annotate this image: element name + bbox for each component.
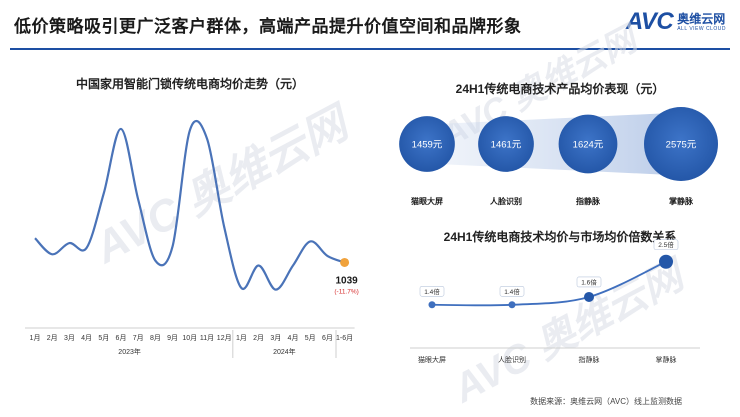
x-tick-label: 1-6月 (336, 334, 353, 342)
x-tick-label: 5月 (305, 334, 316, 342)
x-tick-label: 1月 (30, 334, 41, 342)
multiple-point (659, 254, 673, 269)
x-tick-label: 8月 (150, 334, 161, 342)
multiple-chart-title: 24H1传统电商技术均价与市场均价倍数关系 (443, 230, 677, 244)
price-bubble (644, 107, 718, 181)
price-trend-line (34, 119, 345, 291)
multiple-point (584, 291, 594, 302)
multiple-point (508, 301, 516, 309)
x-tick-label: 3月 (64, 334, 75, 342)
x-tick-label: 6月 (322, 334, 333, 342)
x-tick-label: 6月 (116, 334, 127, 342)
x-tick-label: 12月 (217, 334, 232, 342)
multiple-category-label: 掌静脉 (656, 355, 677, 364)
price-bubble (399, 116, 455, 172)
multiple-value-label: 1.6倍 (581, 277, 597, 286)
multiple-value-label: 1.4倍 (424, 287, 440, 296)
brand-name-cn: 奥维云网 (677, 11, 726, 26)
x-tick-label: 2月 (253, 334, 264, 342)
x-tick-label: 3月 (270, 334, 281, 342)
multiple-category-label: 人脸识别 (498, 355, 526, 364)
bubble-chart-title: 24H1传统电商技术产品均价表现（元） (455, 82, 665, 96)
bubble-category-label: 掌静脉 (669, 196, 694, 206)
x-tick-label: 4月 (288, 334, 299, 342)
bubble-value-label: 2575元 (666, 140, 697, 151)
brand-logo-mark: AVC (625, 8, 674, 35)
multiple-category-label: 指静脉 (579, 355, 600, 364)
data-source-note: 数据来源：奥维云网（AVC）线上监测数据 (530, 397, 682, 406)
multiple-label-box (499, 285, 525, 297)
x-tick-label: 7月 (133, 334, 144, 342)
x-tick-label: 5月 (98, 334, 109, 342)
brand-name-en: ALL VIEW CLOUD (677, 25, 726, 32)
latest-change-label: (-11.7%) (334, 288, 358, 295)
multiple-point (428, 301, 436, 309)
slide-title: 低价策略吸引更广泛客户群体，高端产品提升价值空间和品牌形象 (14, 17, 522, 36)
x-tick-label: 9月 (167, 334, 178, 342)
x-tick-label: 11月 (200, 334, 214, 342)
left-chart-title: 中国家用智能门锁传统电商均价走势（元） (75, 77, 304, 91)
bubble-value-label: 1459元 (412, 140, 443, 151)
multiple-value-label: 2.5倍 (658, 240, 674, 249)
year-group-label: 2024年 (273, 347, 296, 356)
x-tick-label: 10月 (182, 334, 197, 342)
bubble-category-label: 猫眼大屏 (410, 196, 443, 206)
multiple-category-label: 猫眼大屏 (418, 355, 446, 364)
price-bubble (558, 114, 618, 174)
x-tick-label: 1月 (236, 334, 247, 342)
price-bubble (478, 116, 534, 172)
bubble-category-label: 指静脉 (576, 196, 601, 206)
bubble-category-label: 人脸识别 (490, 196, 522, 206)
multiple-label-box (419, 285, 445, 297)
bubble-value-label: 1461元 (491, 140, 522, 151)
multiple-value-label: 1.4倍 (504, 287, 520, 296)
x-tick-label: 2月 (47, 334, 58, 342)
multiple-label-box (653, 239, 679, 251)
brand-logo: AVC 奥维云网 ALL VIEW CLOUD (626, 8, 726, 36)
x-tick-label: 4月 (81, 334, 92, 342)
multiple-line (431, 260, 667, 307)
year-group-label: 2023年 (118, 347, 141, 356)
latest-value-point (340, 257, 350, 267)
multiple-label-box (576, 276, 602, 288)
bubble-value-label: 1624元 (573, 140, 604, 151)
title-divider (10, 48, 730, 50)
latest-value-label: 1039 (335, 275, 358, 286)
